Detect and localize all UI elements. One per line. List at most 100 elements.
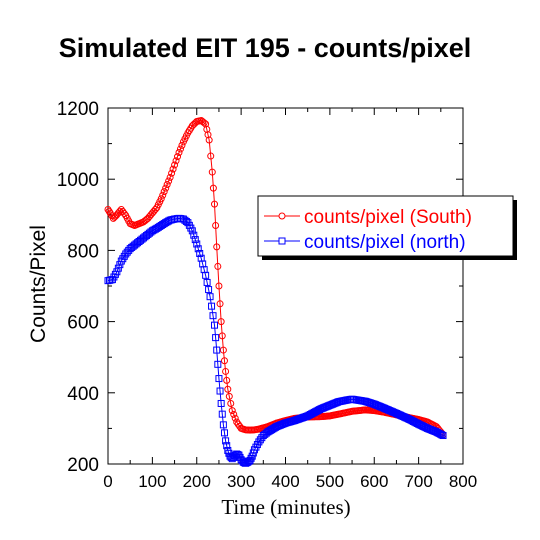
series-north: [104, 214, 447, 467]
data-point: [224, 385, 232, 393]
data-point: [228, 407, 236, 415]
data-point: [213, 346, 221, 354]
data-point: [209, 312, 217, 320]
data-point: [216, 387, 224, 395]
data-point: [222, 437, 230, 445]
x-tick-label: 0: [103, 472, 112, 491]
data-point: [172, 157, 180, 165]
data-point: [159, 191, 167, 199]
data-point: [214, 262, 222, 270]
data-point: [188, 227, 196, 235]
data-point: [203, 278, 211, 286]
data-point: [211, 200, 218, 208]
legend-north-label: counts/pixel (north): [304, 232, 466, 253]
data-point: [111, 213, 119, 221]
y-tick-label: 1000: [57, 170, 99, 191]
x-tick-label: 400: [271, 472, 299, 491]
x-tick-label: 300: [227, 472, 255, 491]
data-point: [206, 293, 214, 301]
data-point: [208, 302, 216, 310]
data-point: [166, 173, 174, 181]
series-line: [107, 119, 444, 436]
data-point: [211, 321, 218, 329]
data-point: [225, 392, 233, 400]
data-point: [168, 169, 176, 177]
data-point: [212, 221, 220, 229]
data-point: [219, 421, 227, 429]
y-tick-label: 400: [67, 384, 99, 405]
data-point: [222, 367, 230, 375]
data-point: [219, 346, 227, 354]
legend-north-marker: [278, 237, 286, 245]
data-point: [215, 282, 223, 290]
data-point: [217, 318, 225, 326]
data-point: [207, 152, 215, 160]
data-point: [162, 184, 170, 192]
data-point: [109, 214, 117, 222]
data-point: [169, 165, 177, 173]
y-tick-label: 800: [67, 241, 99, 262]
data-point: [178, 141, 186, 149]
legend-south-marker: [278, 212, 286, 220]
x-tick-label: 800: [449, 472, 477, 491]
data-point: [218, 332, 226, 340]
data-point: [218, 410, 226, 418]
series-south: [104, 116, 447, 439]
data-point: [220, 357, 228, 365]
data-point: [223, 442, 231, 450]
data-point: [438, 431, 446, 439]
data-point: [157, 195, 165, 203]
data-point: [227, 399, 235, 407]
data-point: [205, 286, 213, 294]
data-point: [220, 429, 228, 437]
x-tick-label: 700: [404, 472, 432, 491]
data-point: [165, 177, 173, 185]
data-point: [214, 360, 222, 368]
data-point: [113, 268, 121, 276]
x-tick-label: 600: [360, 472, 388, 491]
data-point: [175, 149, 183, 156]
data-point: [104, 205, 112, 213]
data-point: [230, 410, 238, 418]
data-point: [217, 399, 225, 407]
data-point: [209, 184, 217, 192]
data-point: [231, 414, 239, 422]
data-point: [193, 240, 201, 248]
plot-frame: [107, 107, 464, 465]
data-point: [212, 334, 220, 342]
y-tick-label: 600: [67, 313, 99, 334]
data-point: [247, 454, 255, 462]
data-point: [176, 145, 184, 153]
x-tick-label: 500: [316, 472, 344, 491]
data-point: [190, 231, 198, 239]
data-point: [223, 376, 231, 384]
data-point: [439, 432, 447, 440]
data-point: [216, 300, 224, 308]
data-point: [174, 153, 182, 161]
chart-title: Simulated EIT 195 - counts/pixel: [59, 33, 472, 63]
data-point: [200, 119, 208, 127]
data-point: [171, 161, 179, 169]
data-point: [202, 271, 210, 279]
y-tick-label: 1200: [57, 99, 99, 120]
legend-box: [257, 195, 514, 257]
data-point: [191, 236, 199, 244]
data-point: [213, 243, 221, 251]
data-point: [196, 249, 204, 257]
data-point: [246, 456, 254, 464]
y-axis-ticks: 200 400 600 800 1000 1200: [57, 99, 463, 476]
data-point: [194, 245, 202, 253]
y-tick-label: 200: [67, 455, 99, 476]
legend: counts/pixel (South) counts/pixel (north…: [257, 195, 517, 260]
x-tick-label: 100: [138, 472, 166, 491]
data-point: [205, 136, 213, 144]
x-tick-label: 200: [183, 472, 211, 491]
data-point: [208, 168, 216, 176]
data-point: [215, 375, 223, 383]
y-axis-label: Counts/Pixel: [27, 225, 50, 343]
x-axis-ticks: 0 100 200 300 400 500 600 700 800: [103, 108, 477, 491]
data-point: [114, 264, 122, 272]
data-point: [160, 188, 168, 196]
data-point: [163, 181, 171, 189]
